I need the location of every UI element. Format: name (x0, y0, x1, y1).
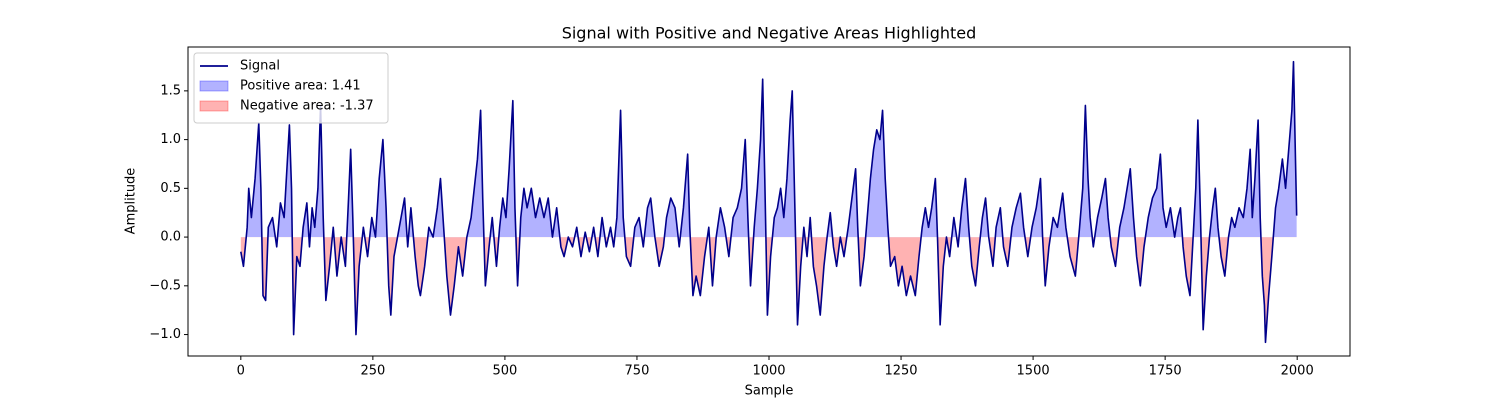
chart-title: Signal with Positive and Negative Areas … (562, 24, 977, 43)
x-tick-label: 500 (492, 364, 517, 379)
x-tick-label: 1250 (884, 364, 917, 379)
legend-label: Negative area: -1.37 (240, 99, 374, 114)
x-axis-label: Sample (745, 384, 794, 399)
y-tick-label: 1.5 (160, 83, 181, 98)
legend-label: Signal (240, 59, 280, 74)
legend-box (193, 52, 389, 124)
x-tick-label: 1000 (752, 364, 785, 379)
y-tick-label: −0.5 (149, 278, 181, 293)
legend-swatch (199, 80, 229, 92)
y-tick-label: 0.5 (160, 181, 181, 196)
x-tick-label: 750 (625, 364, 650, 379)
y-tick-label: 0.0 (160, 230, 181, 245)
x-tick-label: 0 (237, 364, 245, 379)
legend-label: Positive area: 1.41 (240, 79, 361, 94)
x-tick-label: 1750 (1149, 364, 1182, 379)
y-axis-label: Amplitude (124, 168, 139, 235)
area-fill (246, 61, 1297, 238)
x-tick-label: 1500 (1017, 364, 1050, 379)
legend-swatch (199, 100, 229, 112)
signal-line (240, 60, 1298, 344)
x-tick-label: 250 (360, 364, 385, 379)
y-tick-label: 1.0 (160, 132, 181, 147)
x-tick-label: 2000 (1281, 364, 1314, 379)
y-tick-label: −1.0 (149, 327, 181, 342)
